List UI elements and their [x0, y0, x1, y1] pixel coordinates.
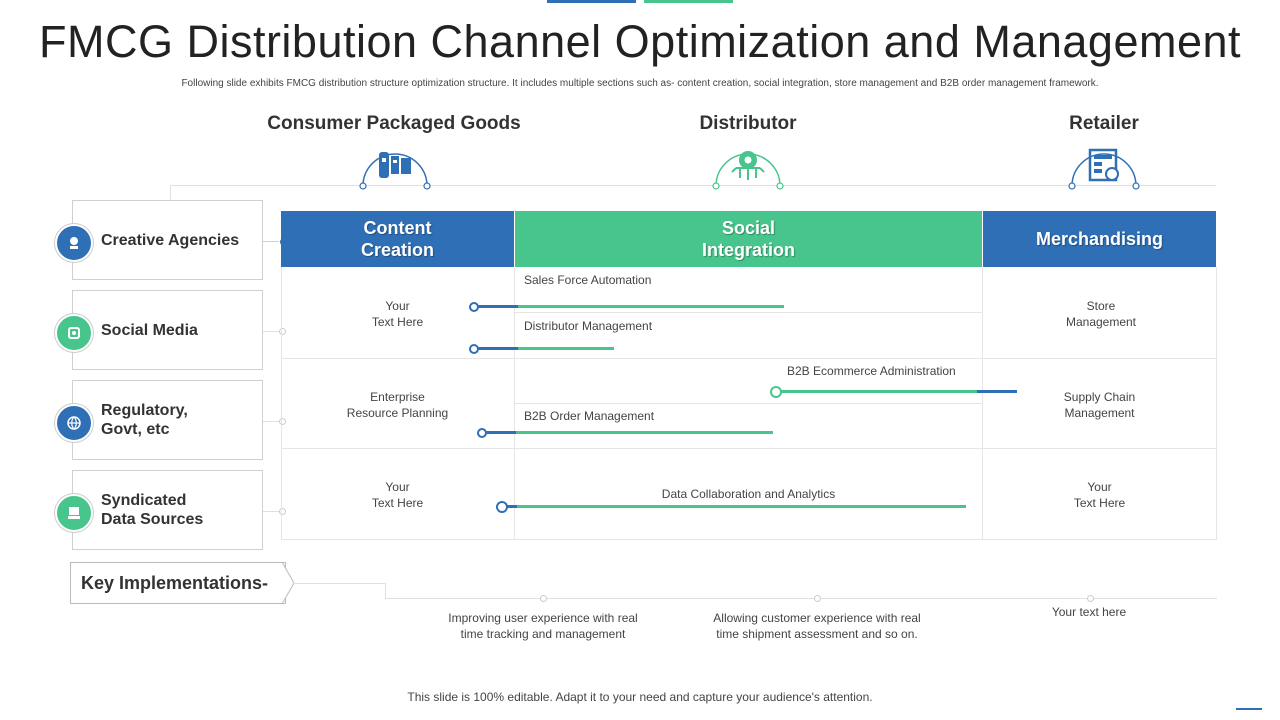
- timeline-label: B2B Order Management: [524, 409, 655, 423]
- connector-line-left: [170, 185, 171, 201]
- bottom-accent: [1236, 708, 1262, 710]
- grid-border-left: [281, 267, 282, 539]
- timeline-label: Distributor Management: [524, 319, 653, 333]
- heading-distributor: Distributor: [699, 113, 797, 134]
- top-accent-green: [644, 0, 733, 3]
- timeline-bar-track: [486, 431, 773, 434]
- grid-row-line: [281, 358, 1217, 359]
- left-connector: [263, 421, 281, 422]
- key-implementations-label: Key Implementations-: [70, 562, 286, 604]
- key-timeline-dot: [540, 595, 547, 602]
- connector-line: [170, 185, 1216, 186]
- source-regulatory: Regulatory, Govt, etc: [55, 380, 263, 460]
- timeline-knob: [477, 428, 487, 438]
- key-implementations-text: Key Implementations-: [81, 572, 269, 593]
- source-label: Regulatory, Govt, etc: [101, 402, 188, 438]
- timeline-label: B2B Ecommerce Administration: [787, 364, 956, 378]
- timeline-knob: [469, 302, 479, 312]
- left-connector-dot: [279, 328, 286, 335]
- key-connector: [385, 583, 386, 599]
- footer-note: This slide is 100% editable. Adapt it to…: [407, 690, 873, 704]
- timeline-bar-track: [478, 347, 614, 350]
- grid-subrow-line: [515, 312, 982, 313]
- header-merchandising: Merchandising: [983, 211, 1216, 267]
- timeline-bar-track: [505, 505, 966, 508]
- grid-divider: [514, 267, 515, 539]
- left-connector: [263, 511, 281, 512]
- goods-icon: [359, 138, 431, 190]
- data-source-icon: [55, 494, 93, 532]
- merch-cell: Supply Chain Management: [1063, 390, 1136, 420]
- page-subtitle: Following slide exhibits FMCG distributi…: [181, 78, 1099, 89]
- left-connector: [263, 241, 281, 242]
- content-cell: Your Text Here: [371, 299, 424, 329]
- header-social-integration: Social Integration: [515, 211, 982, 267]
- grid-subrow-line: [515, 403, 982, 404]
- timeline-bar-fill: [478, 347, 518, 350]
- source-social-media: Social Media: [55, 290, 263, 370]
- timeline-bar-fill: [486, 431, 516, 434]
- key-connector: [292, 583, 386, 584]
- grid-row-line: [281, 539, 1217, 540]
- timeline-knob: [496, 501, 508, 513]
- timeline-bar-fill: [977, 390, 1017, 393]
- header-content-creation: Content Creation: [281, 211, 514, 267]
- top-accent-blue: [547, 0, 636, 3]
- store-document-icon: [1068, 138, 1140, 190]
- agency-icon: [55, 224, 93, 262]
- timeline-label: Data Collaboration and Analytics: [661, 487, 836, 501]
- merch-cell: Store Management: [1065, 299, 1137, 329]
- gear-network-icon: [712, 138, 784, 190]
- timeline-bar-track: [780, 390, 1017, 393]
- source-label: Creative Agencies: [101, 231, 240, 249]
- key-note: Your text here: [1051, 605, 1127, 619]
- source-label: Syndicated Data Sources: [101, 492, 204, 528]
- source-syndicated: Syndicated Data Sources: [55, 470, 263, 550]
- grid-border-right: [1216, 267, 1217, 539]
- timeline-label: Sales Force Automation: [524, 273, 652, 287]
- content-cell: Enterprise Resource Planning: [346, 390, 449, 420]
- globe-icon: [55, 404, 93, 442]
- page-title: FMCG Distribution Channel Optimization a…: [38, 16, 1242, 67]
- timeline-bar-fill: [505, 505, 517, 508]
- heading-retailer: Retailer: [1069, 113, 1139, 134]
- left-connector-dot: [279, 508, 286, 515]
- key-timeline-dot: [1087, 595, 1094, 602]
- heading-consumer-packaged-goods: Consumer Packaged Goods: [267, 113, 521, 134]
- timeline-bar-track: [478, 305, 784, 308]
- content-cell: Your Text Here: [371, 480, 424, 510]
- left-connector-dot: [279, 418, 286, 425]
- timeline-knob: [770, 386, 782, 398]
- source-creative-agencies: Creative Agencies: [55, 200, 263, 280]
- timeline-knob: [469, 344, 479, 354]
- key-note: Allowing customer experience with real t…: [713, 611, 921, 641]
- key-note: Improving user experience with real time…: [448, 611, 638, 641]
- source-label: Social Media: [101, 321, 198, 339]
- grid-row-line: [281, 448, 1217, 449]
- key-timeline-line: [385, 598, 1217, 599]
- merch-cell: Your Text Here: [1073, 480, 1126, 510]
- left-connector: [263, 331, 281, 332]
- grid-divider: [982, 267, 983, 539]
- key-timeline-dot: [814, 595, 821, 602]
- social-media-icon: [55, 314, 93, 352]
- timeline-bar-fill: [478, 305, 518, 308]
